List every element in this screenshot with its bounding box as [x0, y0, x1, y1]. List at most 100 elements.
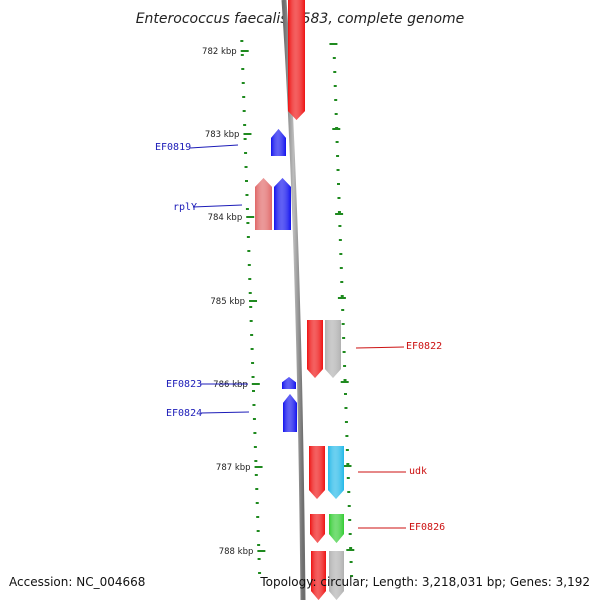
- outer-ring-tick: [346, 477, 350, 479]
- inner-ring-tick: [251, 376, 255, 378]
- outer-major-tick: [329, 43, 338, 45]
- inner-ring-tick: [245, 194, 249, 196]
- outer-ring-tick: [348, 533, 352, 535]
- outer-ring-tick: [337, 183, 340, 185]
- gene-label-leader: [200, 411, 250, 414]
- genome-backbone: [281, 0, 306, 600]
- inner-ring-tick: [256, 530, 260, 532]
- inner-ring-tick: [248, 278, 252, 280]
- outer-ring-tick: [347, 505, 351, 507]
- outer-ring-tick: [345, 435, 349, 437]
- inner-ring-tick: [253, 446, 257, 448]
- outer-major-tick: [335, 213, 344, 215]
- scale-label: 782 kbp: [202, 47, 237, 57]
- scale-label: 785 kbp: [210, 297, 245, 307]
- tick-rings: 782 kbp 783 kbp 784 kbp 785 kbp 786 kbp 787 k…: [202, 40, 355, 577]
- gene-arrow-shade: [325, 320, 341, 378]
- gene-label: EF0823: [166, 379, 202, 390]
- major-tick: [254, 466, 263, 468]
- outer-ring-tick: [336, 155, 340, 157]
- scale-label: 788 kbp: [219, 547, 254, 557]
- scale-label: 787 kbp: [216, 463, 251, 473]
- inner-ring-tick: [258, 572, 262, 574]
- outer-ring-tick: [337, 197, 341, 199]
- outer-ring-tick: [350, 575, 354, 577]
- outer-major-tick: [340, 381, 349, 383]
- outer-ring-tick: [333, 85, 337, 87]
- outer-ring-tick: [339, 267, 343, 269]
- gene-arrow-shade: [310, 514, 325, 543]
- inner-ring-tick: [257, 544, 261, 546]
- outer-ring-tick: [340, 295, 344, 297]
- outer-ring-tick: [347, 491, 351, 493]
- outer-ring-tick: [344, 393, 347, 395]
- inner-ring-tick: [241, 82, 245, 84]
- gene-arrow-shade: [283, 394, 297, 432]
- major-tick: [257, 550, 266, 552]
- inner-ring-tick: [257, 558, 261, 560]
- gene-arrow-shade: [307, 320, 323, 378]
- outer-ring-tick: [348, 519, 352, 521]
- inner-ring-tick: [249, 306, 253, 308]
- inner-ring-tick: [255, 502, 259, 504]
- outer-ring-tick: [345, 449, 349, 451]
- inner-ring-tick: [245, 208, 249, 210]
- inner-ring-tick: [255, 488, 259, 490]
- genes-layer: [255, 0, 344, 600]
- inner-ring-tick: [245, 180, 248, 182]
- outer-ring-tick: [342, 351, 346, 353]
- outer-ring-tick: [338, 239, 342, 241]
- major-tick: [240, 50, 249, 52]
- inner-ring-tick: [242, 96, 246, 98]
- outer-ring-tick: [343, 365, 347, 367]
- gene-arrow-shade: [282, 377, 296, 389]
- outer-ring-tick: [344, 407, 348, 409]
- outer-ring-tick: [337, 211, 341, 213]
- outer-ring-tick: [341, 323, 345, 325]
- scale-label: 784 kbp: [208, 213, 243, 223]
- genome-summary-text: Topology: circular; Length: 3,218,031 bp…: [260, 575, 590, 589]
- outer-ring-tick: [334, 99, 338, 101]
- major-tick: [251, 383, 260, 385]
- gene-labels-layer: EF0819 rplY EF0822 EF0823 EF0824 udk EF0826: [155, 142, 445, 533]
- scale-label: 786 kbp: [213, 380, 248, 390]
- inner-ring-tick: [253, 432, 257, 434]
- outer-ring-tick: [342, 337, 346, 339]
- outer-ring-tick: [349, 561, 353, 563]
- outer-ring-tick: [339, 253, 343, 255]
- inner-ring-tick: [242, 110, 246, 112]
- gene-arrow-shade: [274, 178, 291, 230]
- accession-text: Accession: NC_004668: [9, 575, 146, 589]
- inner-ring-tick: [241, 68, 245, 70]
- inner-ring-tick: [252, 390, 255, 392]
- outer-ring-tick: [340, 281, 344, 283]
- gene-label: EF0826: [409, 522, 445, 533]
- major-tick: [243, 133, 252, 135]
- gene-arrow-shade: [271, 129, 286, 156]
- inner-ring-tick: [247, 264, 251, 266]
- gene-label: rplY: [173, 202, 197, 213]
- gene-arrow-shade: [255, 178, 272, 230]
- inner-ring-tick: [250, 348, 254, 350]
- outer-ring-tick: [344, 421, 348, 423]
- major-tick: [246, 216, 255, 218]
- outer-ring-tick: [349, 547, 353, 549]
- inner-ring-tick: [240, 40, 244, 42]
- outer-ring-tick: [333, 71, 337, 73]
- gene-label: EF0822: [406, 341, 442, 352]
- inner-ring-tick: [244, 166, 248, 168]
- outer-ring-tick: [332, 57, 336, 59]
- inner-ring-tick: [252, 404, 256, 406]
- outer-major-tick: [343, 465, 352, 467]
- inner-ring-tick: [243, 138, 247, 140]
- outer-major-tick: [346, 549, 355, 551]
- gene-arrow-shade: [309, 446, 325, 499]
- outer-ring-tick: [335, 141, 339, 143]
- outer-major-tick: [337, 297, 346, 299]
- gene-label: EF0824: [166, 408, 202, 419]
- inner-ring-tick: [254, 474, 258, 476]
- outer-ring-tick: [341, 309, 345, 311]
- outer-ring-tick: [338, 225, 342, 227]
